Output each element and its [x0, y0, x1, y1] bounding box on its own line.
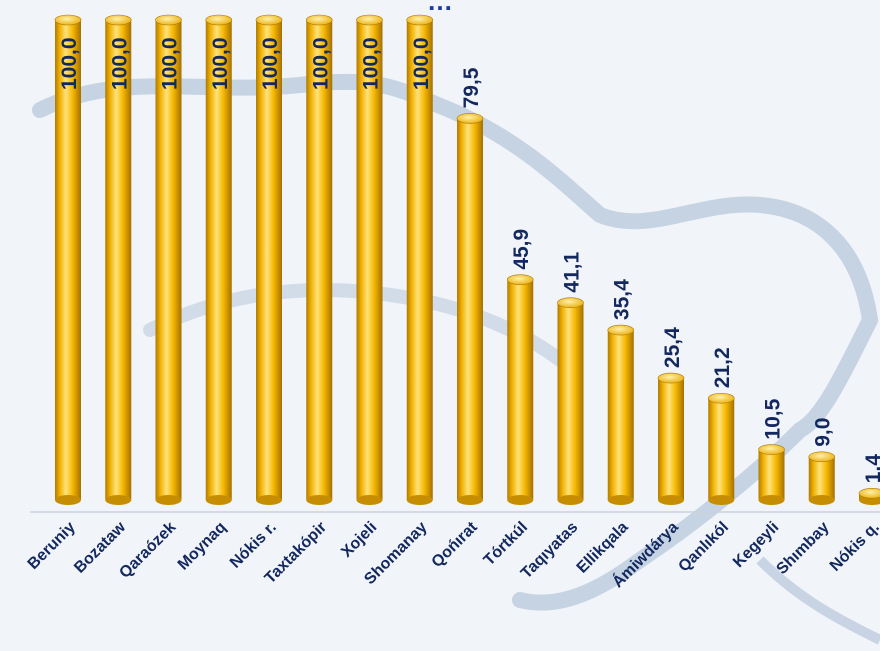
value-label-3: 100,0: [159, 37, 182, 90]
value-label-10: 45,9: [510, 229, 533, 270]
value-label-7: 100,0: [360, 37, 383, 90]
bar-12: [607, 324, 635, 505]
value-label-14: 21,2: [711, 347, 734, 388]
bar-9: [456, 113, 484, 505]
value-label-6: 100,0: [309, 37, 332, 90]
bar-17: [858, 487, 880, 505]
chart-title: …: [427, 0, 453, 16]
bar-11: [557, 297, 584, 505]
category-label-16: Shımbay: [773, 519, 832, 578]
category-label-7: Xojeli: [338, 519, 380, 561]
bar-10: [506, 274, 534, 505]
bar-15: [758, 444, 785, 505]
bar-4: [205, 14, 233, 505]
bar-6: [305, 14, 333, 505]
value-label-16: 9,0: [812, 418, 835, 447]
value-label-5: 100,0: [259, 37, 282, 90]
category-label-17: Nókis q.: [827, 519, 880, 575]
bar-16: [808, 451, 836, 505]
category-label-10: Tórtkúl: [481, 519, 531, 569]
bar-2: [104, 14, 132, 505]
bar-13: [657, 372, 685, 505]
value-label-8: 100,0: [410, 37, 433, 90]
bar-1: [54, 14, 82, 505]
bar-14: [707, 392, 735, 505]
bar-3: [155, 14, 182, 505]
bar-5: [255, 14, 283, 505]
value-label-4: 100,0: [209, 37, 232, 90]
value-label-11: 41,1: [561, 252, 584, 293]
value-label-17: 1,4: [862, 454, 880, 484]
bar-7: [356, 14, 383, 505]
category-label-9: Qońırat: [429, 518, 482, 571]
bar-8: [406, 14, 434, 505]
category-label-4: Moynaq: [175, 519, 230, 574]
value-label-15: 10,5: [762, 398, 785, 439]
value-label-2: 100,0: [108, 37, 131, 90]
category-label-14: Qanlıkól: [675, 519, 732, 576]
value-label-12: 35,4: [611, 279, 634, 320]
category-label-15: Kegeyli: [730, 519, 782, 571]
value-label-13: 25,4: [661, 327, 684, 368]
value-label-9: 79,5: [460, 67, 483, 108]
value-label-1: 100,0: [58, 37, 81, 90]
